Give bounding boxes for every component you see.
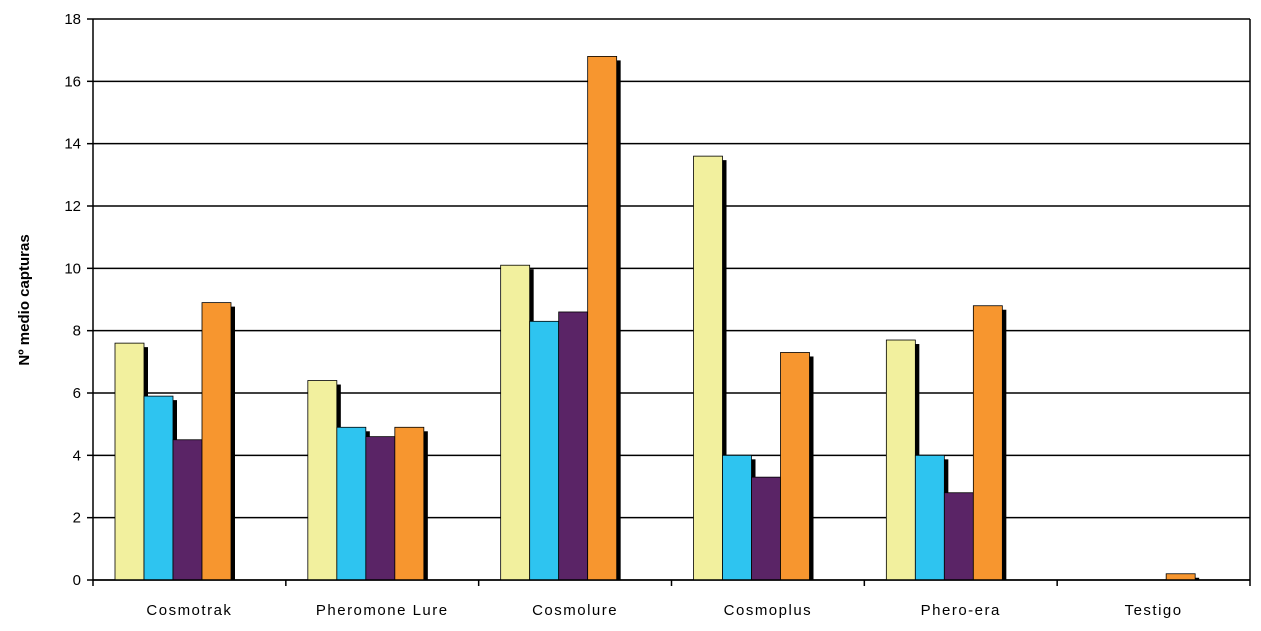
axes <box>92 19 1251 586</box>
bar <box>143 395 174 581</box>
y-tick-label: 18 <box>64 11 81 28</box>
bar <box>722 454 752 581</box>
y-tick-label: 16 <box>64 73 81 90</box>
bar <box>943 492 974 581</box>
y-tick-label: 4 <box>73 447 81 464</box>
y-tick-labels: 0 2 4 6 8 10 12 14 16 18 <box>64 11 81 589</box>
x-category-labels: Cosmotrak Pheromone Lure Cosmolure Cosmoplu… <box>146 602 1183 619</box>
bar <box>1165 573 1196 581</box>
x-category-label: Cosmoplus <box>724 602 813 619</box>
y-tick-label: 2 <box>73 510 81 527</box>
bar <box>558 311 589 581</box>
bar <box>394 426 425 581</box>
y-tick-label: 6 <box>73 385 81 402</box>
bar <box>365 436 396 581</box>
bars <box>114 56 1200 581</box>
x-category-label: Cosmotrak <box>146 602 232 619</box>
y-tick-label: 0 <box>73 572 81 589</box>
y-tick-label: 12 <box>64 198 81 215</box>
bar <box>307 380 338 581</box>
bar <box>693 155 723 581</box>
bar <box>114 342 145 581</box>
x-category-label: Pheromone Lure <box>316 602 449 619</box>
gridlines <box>87 18 1250 581</box>
x-category-label: Testigo <box>1125 602 1183 619</box>
bar <box>172 439 203 581</box>
bar <box>780 352 810 581</box>
y-axis-title: Nº medio capturas <box>16 234 33 365</box>
bar <box>885 339 916 581</box>
bar <box>201 302 232 581</box>
x-category-label: Cosmolure <box>532 602 618 619</box>
bar <box>914 454 945 581</box>
bar <box>529 320 560 581</box>
y-tick-label: 10 <box>64 260 81 277</box>
y-tick-label: 8 <box>73 323 81 340</box>
bar <box>972 305 1003 581</box>
bar <box>500 264 531 581</box>
x-category-label: Phero-era <box>921 602 1001 619</box>
bar <box>587 56 618 581</box>
bar <box>751 476 781 581</box>
y-tick-label: 14 <box>64 136 81 153</box>
bar <box>336 426 367 581</box>
